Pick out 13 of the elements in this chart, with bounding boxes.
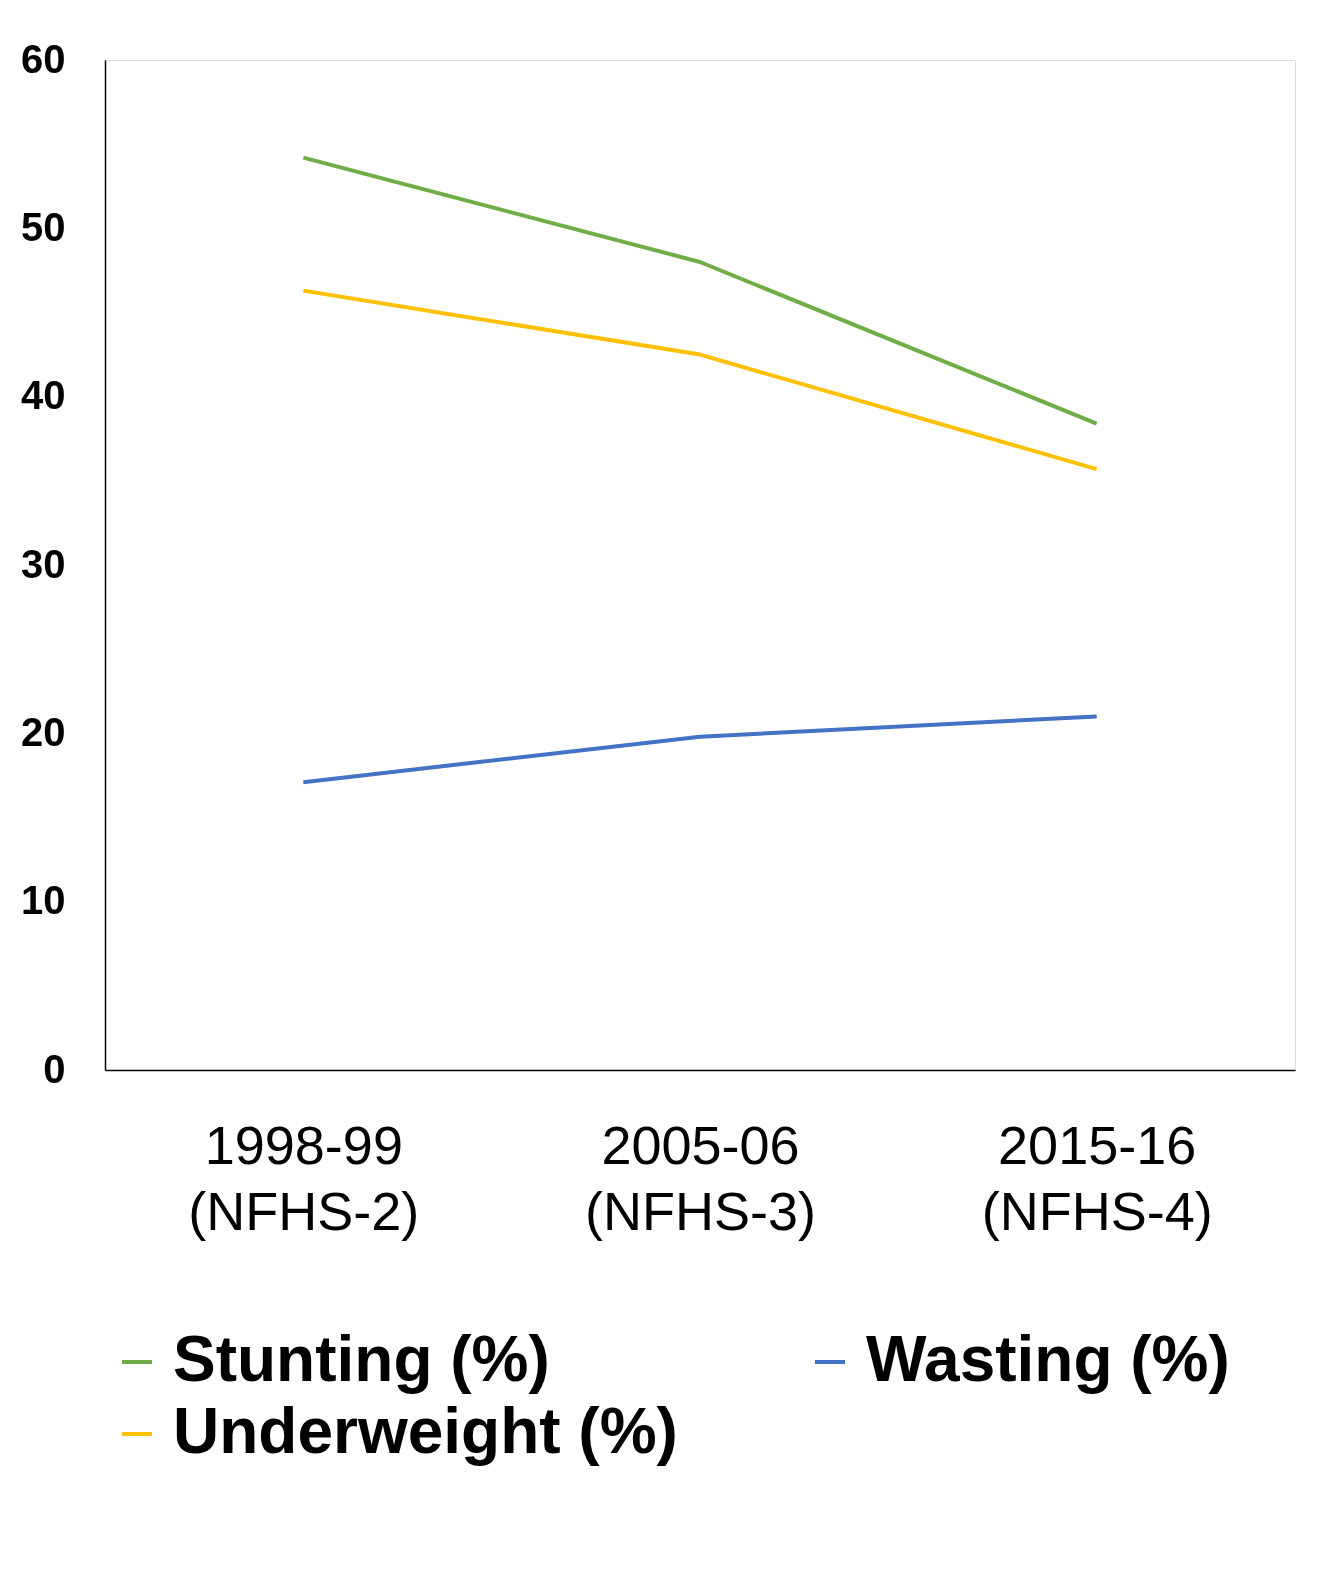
y-tick-label: 20 (21, 709, 66, 754)
x-tick-label: 2005-06 (NFHS-3) (585, 1114, 816, 1241)
x-tick-label: 1998-99 (NFHS-2) (188, 1114, 420, 1241)
y-tick-label: 30 (21, 541, 66, 586)
y-tick-label: 40 (21, 373, 66, 418)
legend-label: Wasting (%) (866, 1323, 1230, 1395)
legend-label: Stunting (%) (173, 1323, 550, 1395)
y-tick-label: 60 (21, 36, 66, 81)
x-tick-label: 2015-16 (NFHS-4) (981, 1114, 1213, 1241)
y-tick-label: 50 (21, 204, 66, 249)
y-tick-label: 10 (21, 878, 66, 923)
y-tick-label: 0 (43, 1046, 66, 1091)
legend-label: Underweight (%) (173, 1395, 678, 1467)
